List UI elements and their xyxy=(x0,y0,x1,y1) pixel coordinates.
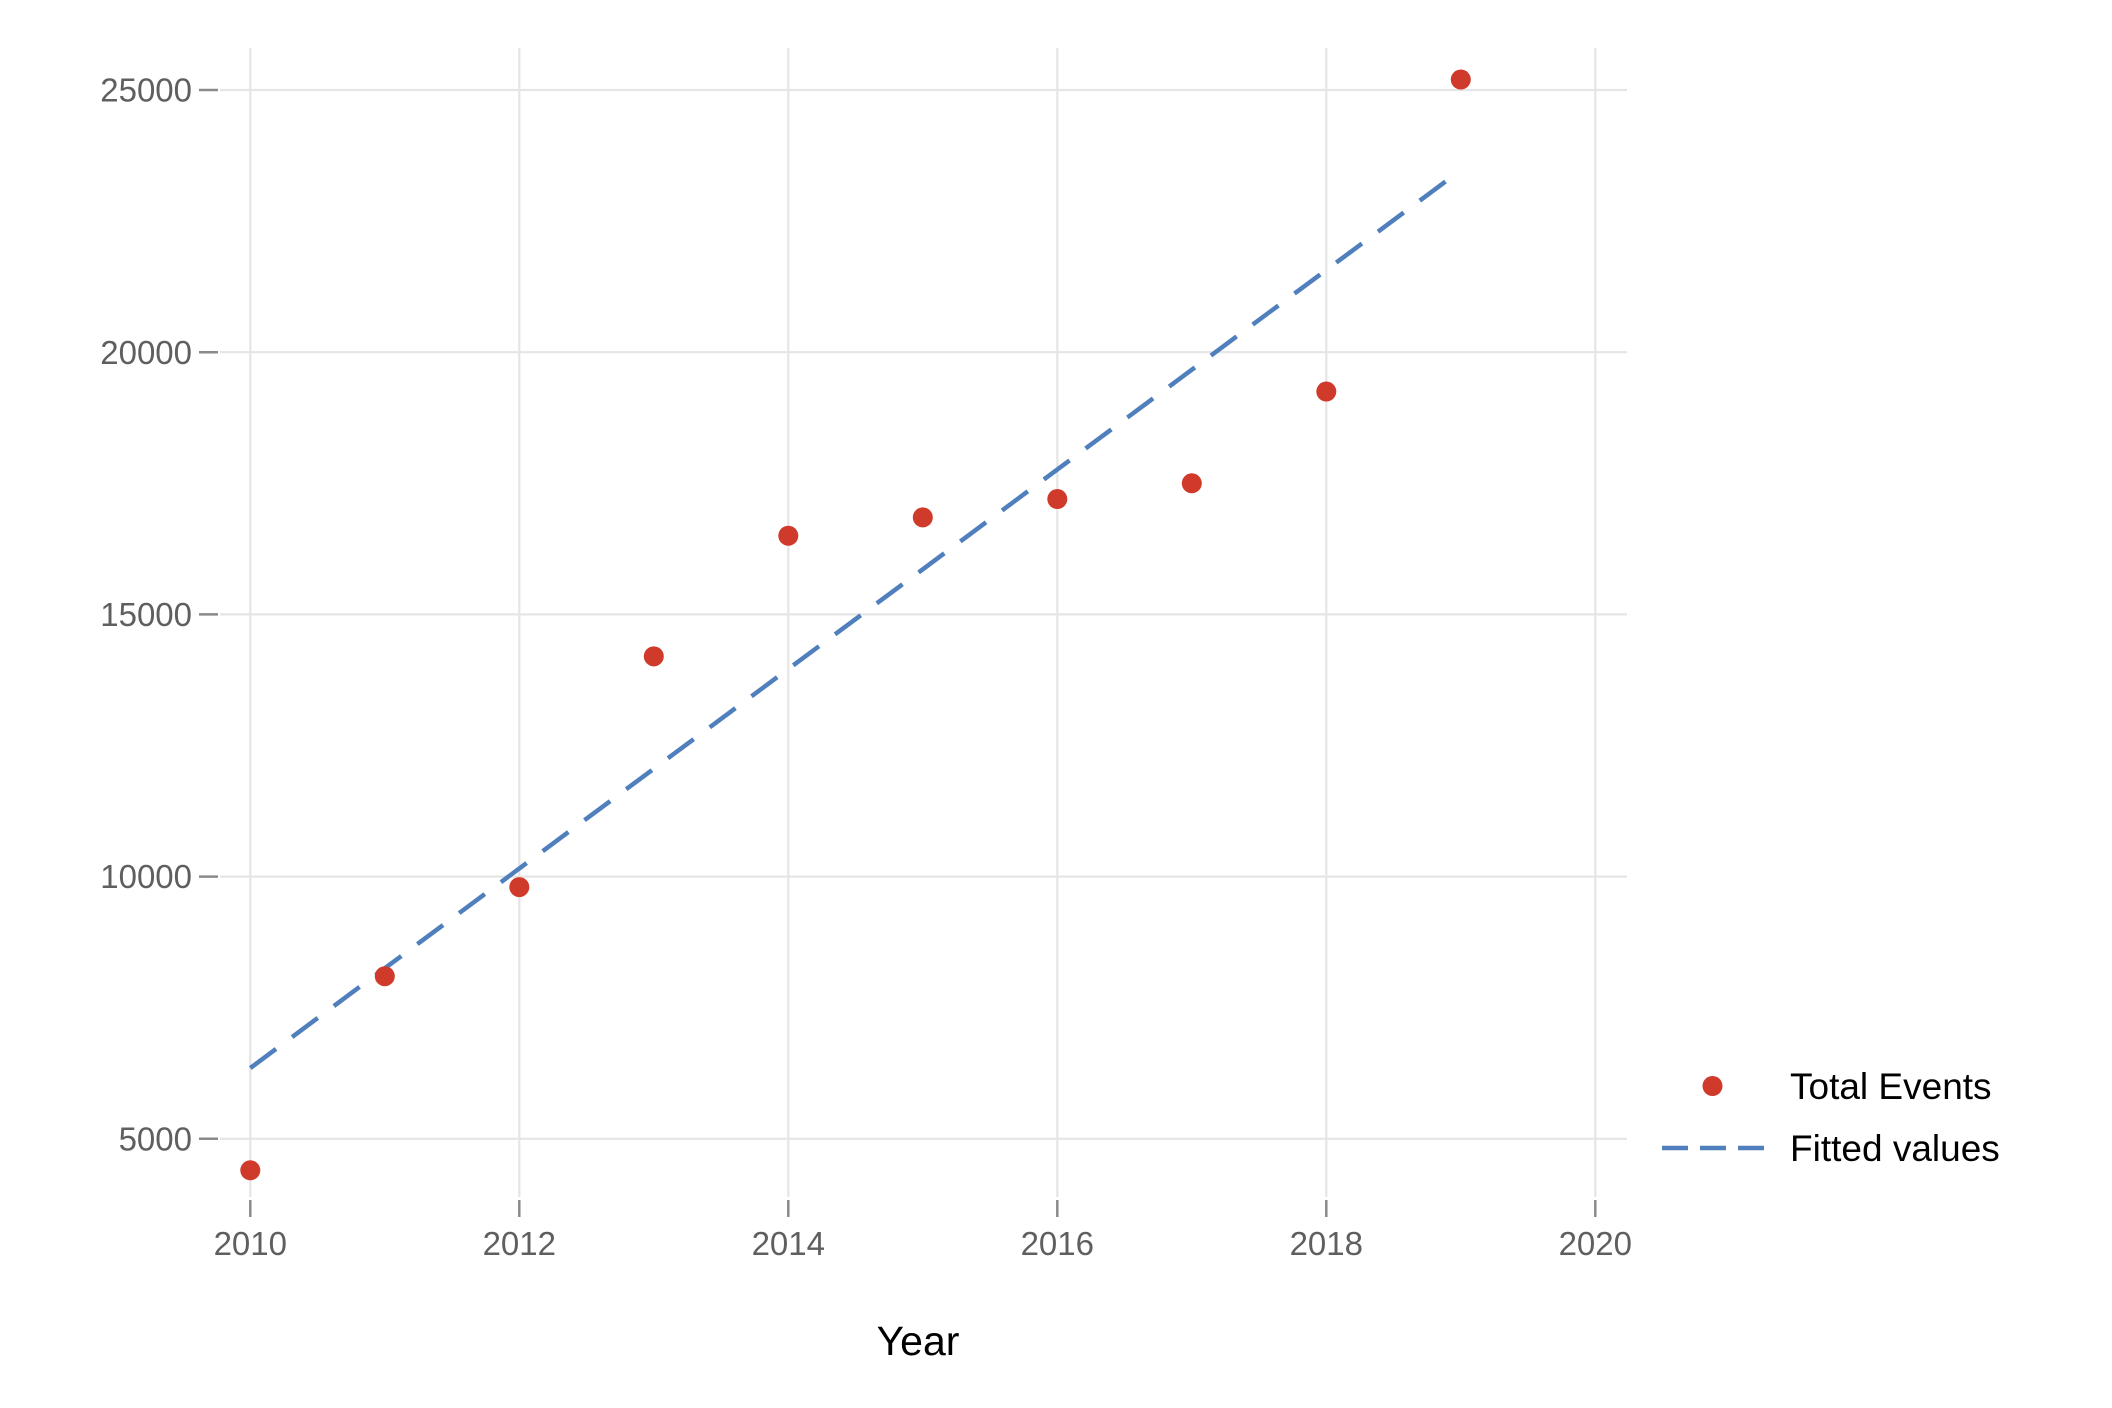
x-tick-label: 2014 xyxy=(752,1225,825,1262)
gridlines xyxy=(220,48,1627,1197)
x-tick-label: 2018 xyxy=(1290,1225,1363,1262)
y-tick-label: 10000 xyxy=(100,858,192,895)
x-axis-tick-labels: 2010 2012 2014 2016 2018 2020 xyxy=(214,1225,1632,1262)
data-point xyxy=(778,525,799,546)
data-points-layer xyxy=(240,69,1471,1181)
data-point xyxy=(509,877,530,898)
axis-tick-marks xyxy=(199,88,1597,1217)
data-point xyxy=(1316,381,1337,402)
x-tick-label: 2020 xyxy=(1559,1225,1632,1262)
y-tick-label: 15000 xyxy=(100,596,192,633)
legend-label-fitted-values: Fitted values xyxy=(1790,1128,2000,1169)
x-tick-label: 2012 xyxy=(483,1225,556,1262)
data-point xyxy=(1181,473,1202,494)
y-tick-label: 5000 xyxy=(119,1120,192,1157)
fitted-line xyxy=(248,168,1463,1070)
data-point xyxy=(912,507,933,528)
x-tick-label: 2010 xyxy=(214,1225,287,1262)
y-axis-tick-labels: 5000 10000 15000 20000 25000 xyxy=(100,72,192,1158)
data-point xyxy=(374,966,395,987)
x-tick-label: 2016 xyxy=(1021,1225,1094,1262)
data-point xyxy=(1450,69,1471,90)
data-point xyxy=(1047,489,1068,510)
data-point xyxy=(643,646,664,667)
legend-label-total-events: Total Events xyxy=(1790,1066,1992,1107)
data-point xyxy=(240,1160,261,1181)
legend-scatter-marker-icon xyxy=(1702,1076,1723,1096)
x-axis-title: Year xyxy=(877,1318,960,1364)
legend: Total Events Fitted values xyxy=(1662,1066,2000,1169)
y-tick-label: 25000 xyxy=(100,72,192,109)
y-tick-label: 20000 xyxy=(100,334,192,371)
fitted-line-layer xyxy=(248,168,1463,1070)
